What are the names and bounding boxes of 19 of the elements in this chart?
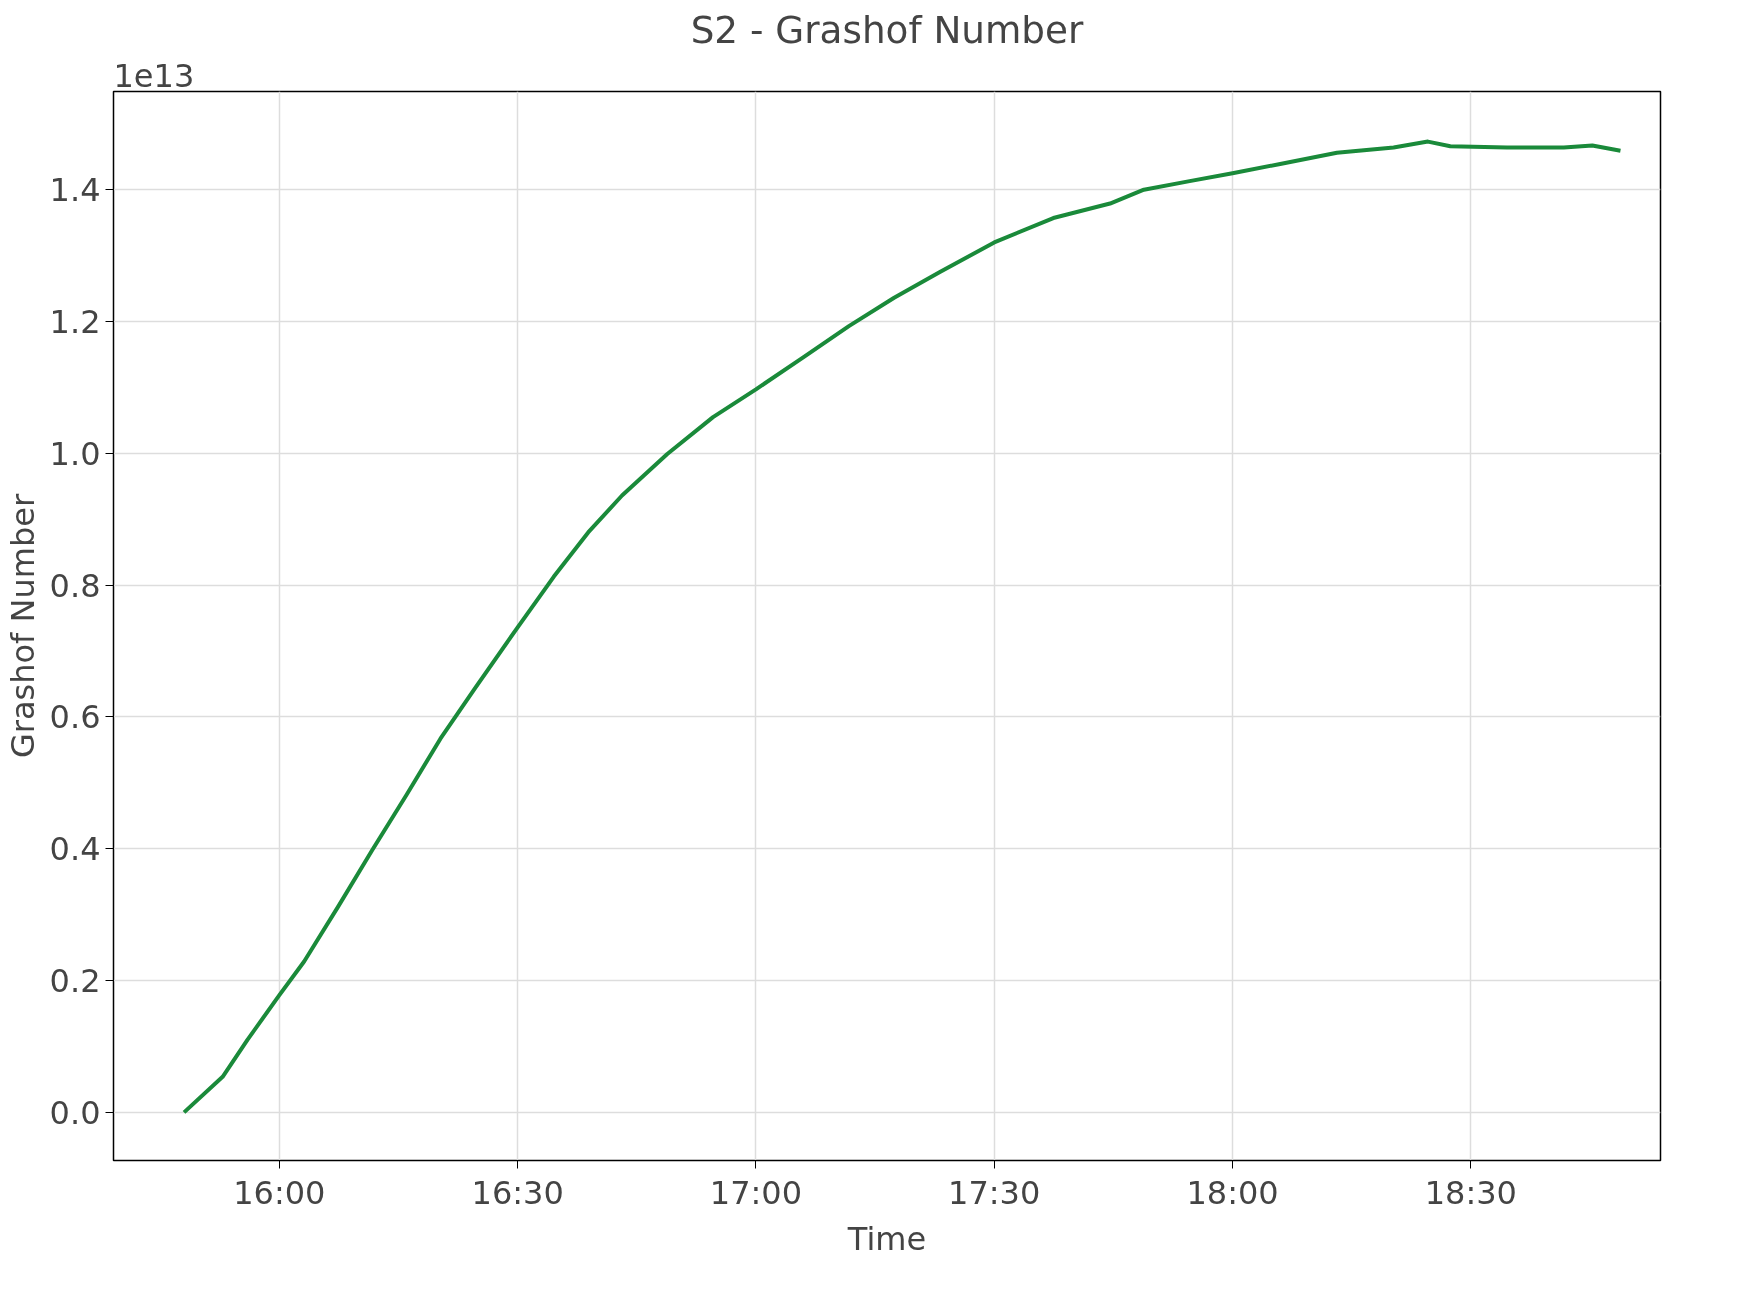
- x-tick-label: 18:30: [1424, 1173, 1517, 1212]
- chart-title: S2 - Grashof Number: [690, 7, 1084, 52]
- x-axis-title: Time: [846, 1219, 927, 1258]
- x-tick-label: 17:30: [948, 1173, 1041, 1212]
- y-tick-label: 1.0: [49, 434, 101, 473]
- x-tick-label: 16:30: [471, 1173, 564, 1212]
- y-tick-label: 0.8: [49, 566, 101, 605]
- line-series: [182, 139, 1623, 1115]
- x-tick-label: 18:00: [1186, 1173, 1279, 1212]
- y-tick-label: 0.6: [49, 698, 101, 737]
- x-tick-label: 16:00: [233, 1173, 326, 1212]
- y-tick-label: 1.2: [49, 303, 101, 342]
- y-tick-label: 0.2: [49, 962, 101, 1001]
- y-axis-title: Grashof Number: [3, 493, 42, 759]
- y-tick-label: 0.4: [49, 830, 101, 869]
- y-tick-label: 0.0: [49, 1093, 101, 1132]
- annotation: 1e13: [113, 56, 195, 95]
- x-tick-label: 17:00: [709, 1173, 803, 1212]
- y-tick-label: 1.4: [49, 171, 101, 210]
